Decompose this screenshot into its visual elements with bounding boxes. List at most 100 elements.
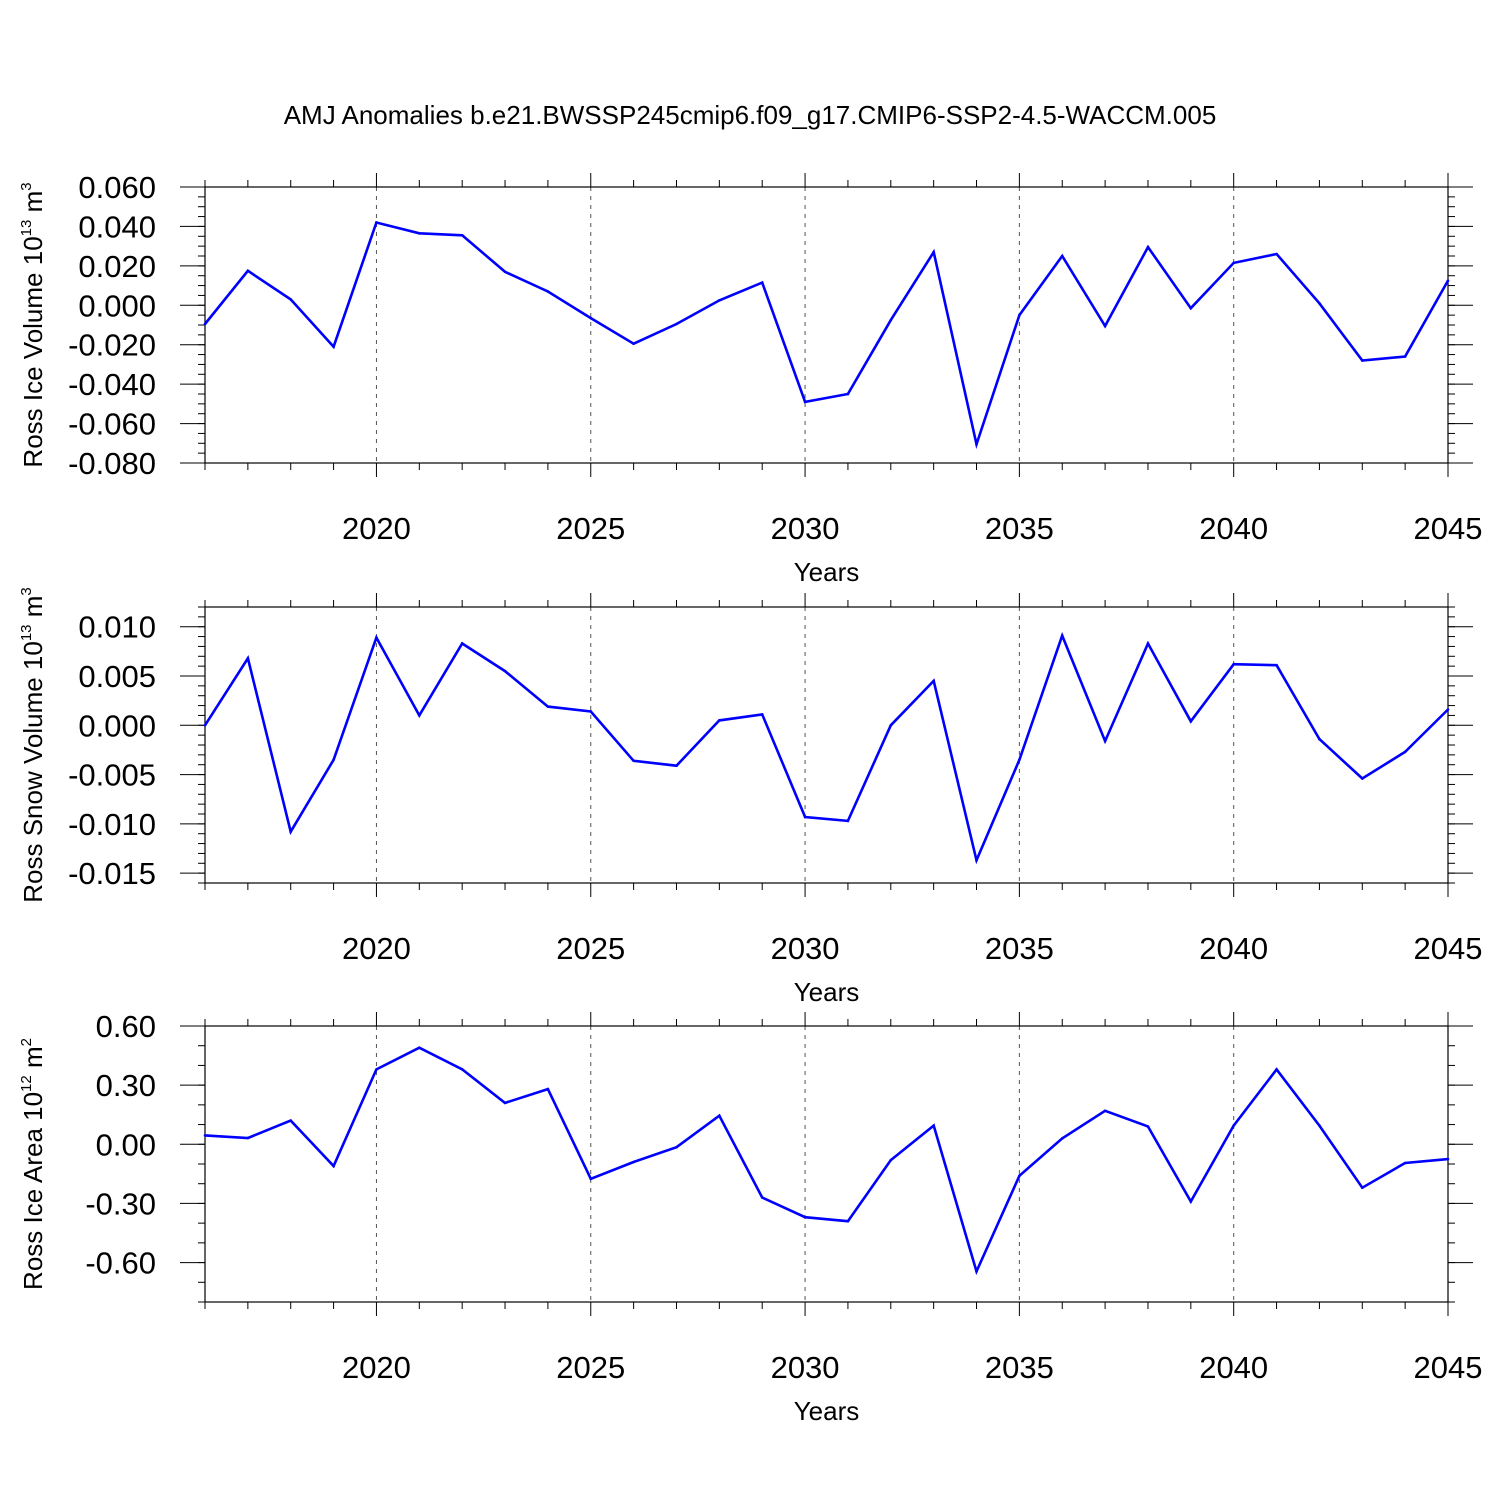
y-tick-label: -0.015 (68, 856, 156, 891)
data-point (332, 1164, 335, 1168)
data-point (1318, 302, 1321, 305)
y-tick-label: 0.040 (78, 209, 156, 244)
data-point (632, 342, 635, 346)
y-tick-label: -0.005 (68, 758, 156, 793)
series-line (203, 631, 1449, 865)
data-point (546, 1087, 550, 1091)
y-axis-label-exponent: 13 (18, 624, 35, 641)
data-point (718, 1114, 721, 1117)
x-tick-label: 2025 (556, 1350, 625, 1385)
data-point (460, 234, 464, 237)
y-tick-label: -0.60 (85, 1246, 156, 1281)
data-point (1103, 739, 1107, 743)
data-point (675, 764, 678, 767)
data-point (1318, 737, 1321, 741)
data-point (1060, 634, 1064, 637)
x-tick-label: 2025 (556, 931, 625, 966)
y-axis-label-exponent: 2 (18, 1038, 35, 1046)
data-point (1189, 720, 1193, 723)
data-point (675, 1145, 678, 1149)
data-point (1189, 1200, 1193, 1203)
data-point (332, 758, 335, 762)
y-tick-label: 0.010 (78, 610, 156, 645)
data-point (289, 1119, 293, 1122)
data-point (1018, 758, 1021, 762)
y-tick-label: 0.60 (96, 1009, 156, 1044)
data-point (1360, 1186, 1364, 1189)
data-point (203, 322, 207, 326)
x-axis-label: Years (794, 1396, 860, 1426)
panel-1: -0.080 -0.060 -0.040 -0.020 0.000 0.020 0.040 0… (18, 170, 1482, 587)
data-point (932, 250, 935, 254)
y-axis-label-text: Ross Ice Area 10 (18, 1092, 48, 1290)
panel-3: -0.60 -0.30 0.00 0.30 0.60 2020 2025 2030 2035 20… (18, 1009, 1482, 1426)
data-point (1060, 1137, 1064, 1140)
data-point (1403, 1161, 1407, 1165)
figure-title: AMJ Anomalies b.e21.BWSSP245cmip6.f09_g1… (284, 100, 1217, 130)
x-axis-label: Years (794, 977, 860, 1007)
data-point (460, 1068, 464, 1071)
data-point (289, 298, 293, 301)
x-tick-label: 2020 (342, 511, 411, 546)
y-tick-label: -0.080 (68, 446, 156, 481)
panel-2: -0.015 -0.010 -0.005 0.000 0.005 0.010 2020 202… (18, 587, 1482, 1007)
data-point (1146, 1125, 1150, 1128)
data-point (246, 1136, 250, 1140)
data-point (760, 713, 764, 716)
data-point (1232, 261, 1235, 265)
data-point (1060, 254, 1064, 258)
data-point (803, 400, 807, 404)
data-point (1403, 355, 1407, 358)
x-tick-label: 2040 (1199, 931, 1268, 966)
data-point (203, 1134, 207, 1137)
data-point (546, 290, 550, 293)
data-point (932, 1124, 935, 1127)
data-point (375, 636, 378, 639)
data-point (418, 1046, 421, 1049)
y-tick-label: 0.000 (78, 708, 156, 743)
data-point (1146, 245, 1150, 249)
y-axis-label: Ross Ice Volume 1013 m3 (18, 182, 48, 467)
data-point (1446, 279, 1450, 282)
data-point (1275, 252, 1278, 256)
y-axis-label-exponent: 12 (18, 1075, 35, 1092)
data-point (1018, 1174, 1021, 1178)
data-point (418, 232, 421, 235)
data-point (760, 1196, 764, 1199)
data-point (1103, 1109, 1107, 1113)
x-tick-label: 2035 (985, 931, 1054, 966)
y-axis-label-text: m (18, 191, 48, 220)
y-axis-label-exponent: 13 (18, 220, 35, 237)
y-axis-label: Ross Snow Volume 1013 m3 (18, 587, 48, 903)
data-point (760, 281, 764, 284)
data-point (803, 1215, 807, 1219)
y-tick-label: -0.020 (68, 328, 156, 363)
data-point (1403, 750, 1407, 754)
y-tick-label: -0.060 (68, 407, 156, 442)
data-point (1318, 1124, 1321, 1127)
y-tick-label: -0.30 (85, 1186, 156, 1221)
x-tick-label: 2025 (556, 511, 625, 546)
x-tick-label: 2045 (1414, 1350, 1483, 1385)
data-point (589, 710, 593, 713)
x-tick-label: 2030 (771, 1350, 840, 1385)
data-point (503, 270, 507, 274)
data-point (846, 392, 850, 396)
x-tick-label: 2030 (771, 511, 840, 546)
data-point (1446, 1157, 1450, 1161)
y-axis-label-text: Ross Ice Volume 10 (18, 236, 48, 467)
x-tick-label: 2040 (1199, 511, 1268, 546)
data-point (418, 714, 421, 717)
data-point (975, 1270, 978, 1273)
data-point (1275, 1068, 1278, 1071)
data-point (289, 830, 293, 834)
series-line (204, 1046, 1449, 1276)
data-point (632, 759, 635, 763)
plot-frame (204, 186, 1449, 464)
y-tick-label: 0.00 (96, 1127, 156, 1162)
data-point (589, 316, 593, 320)
x-tick-label: 2045 (1414, 931, 1483, 966)
data-point (846, 1219, 850, 1223)
data-point (246, 656, 250, 660)
